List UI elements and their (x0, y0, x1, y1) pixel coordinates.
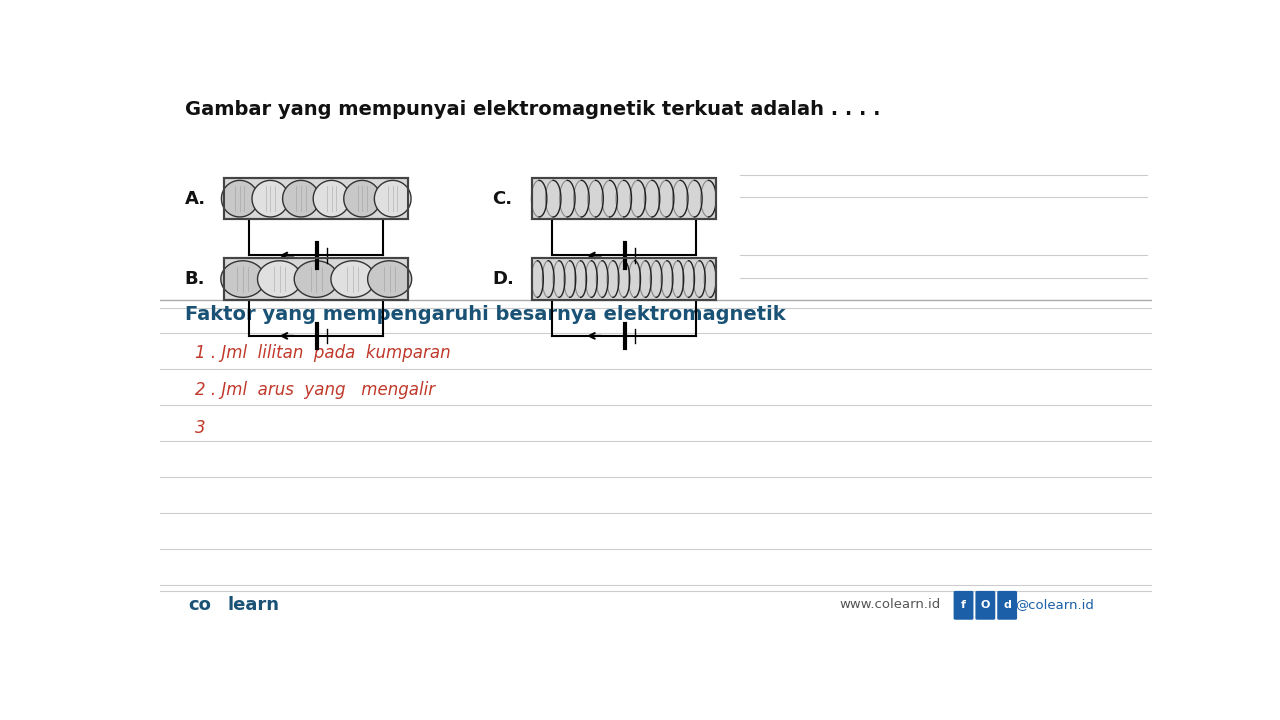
Polygon shape (257, 261, 302, 297)
Bar (532, 180, 716, 217)
Bar (532, 258, 716, 300)
Text: f: f (961, 600, 966, 610)
FancyBboxPatch shape (975, 591, 996, 620)
Polygon shape (283, 181, 319, 217)
Bar (532, 261, 716, 298)
Text: www.colearn.id: www.colearn.id (840, 598, 941, 611)
Bar (532, 178, 716, 220)
Text: Gambar yang mempunyai elektromagnetik terkuat adalah . . . .: Gambar yang mempunyai elektromagnetik te… (184, 100, 881, 120)
Text: d: d (1004, 600, 1011, 610)
Text: B.: B. (184, 270, 205, 288)
Text: 3: 3 (195, 419, 205, 437)
Text: C.: C. (493, 189, 512, 207)
Polygon shape (294, 261, 338, 297)
Text: O: O (980, 600, 989, 610)
Polygon shape (332, 261, 375, 297)
Polygon shape (314, 181, 349, 217)
FancyBboxPatch shape (997, 591, 1018, 620)
Polygon shape (344, 181, 380, 217)
Text: D.: D. (493, 270, 515, 288)
Polygon shape (374, 181, 411, 217)
Text: 1 . Jml  lilitan  pada  kumparan: 1 . Jml lilitan pada kumparan (195, 344, 451, 362)
Bar (532, 178, 716, 220)
Bar (532, 258, 716, 300)
Bar (224, 258, 408, 300)
Polygon shape (252, 181, 289, 217)
Polygon shape (367, 261, 412, 297)
Text: 2 . Jml  arus  yang   mengalir: 2 . Jml arus yang mengalir (195, 382, 435, 400)
Bar (224, 178, 408, 220)
Bar (224, 178, 408, 220)
Text: @colearn.id: @colearn.id (1015, 598, 1094, 611)
Text: co: co (188, 595, 211, 613)
Polygon shape (221, 261, 265, 297)
Text: A.: A. (184, 189, 206, 207)
Text: learn: learn (228, 595, 279, 613)
FancyBboxPatch shape (954, 591, 974, 620)
Polygon shape (221, 181, 259, 217)
Bar (224, 258, 408, 300)
Text: Faktor yang mempengaruhi besarnya elektromagnetik: Faktor yang mempengaruhi besarnya elektr… (184, 305, 786, 325)
